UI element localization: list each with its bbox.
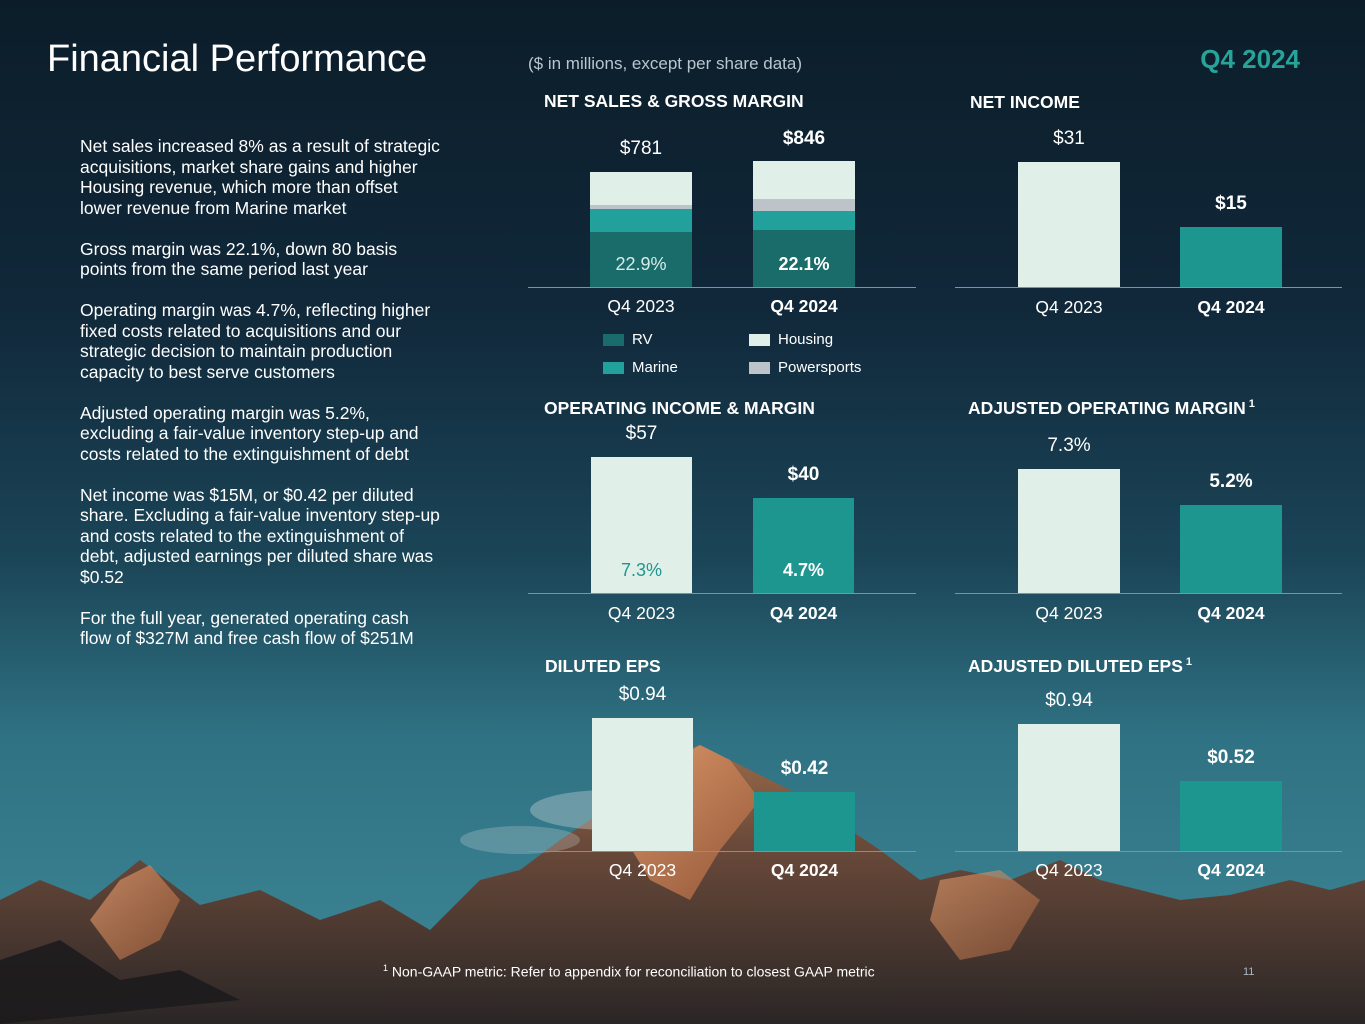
units-note: ($ in millions, except per share data) xyxy=(528,54,803,73)
footnote: 1 Non-GAAP metric: Refer to appendix for… xyxy=(383,963,875,980)
footnote-text: Non-GAAP metric: Refer to appendix for r… xyxy=(391,963,875,980)
commentary-item: Operating margin was 4.7%, reflecting hi… xyxy=(80,300,431,382)
legend-swatch-powersports xyxy=(749,361,770,374)
page-title: Financial Performance xyxy=(47,38,428,80)
legend-item-rv: RV xyxy=(603,331,653,348)
net-sales-legend: RV Housing Marine Powersports xyxy=(603,331,883,377)
commentary-item: Gross margin was 22.1%, down 80 basis po… xyxy=(80,238,398,280)
legend-label: Powersports xyxy=(778,359,862,376)
page-number: 11 xyxy=(1243,966,1255,978)
commentary-item: Net sales increased 8% as a result of st… xyxy=(80,136,440,218)
legend-label: RV xyxy=(632,331,653,348)
legend-item-marine: Marine xyxy=(603,359,678,376)
legend-swatch-housing xyxy=(749,333,770,346)
legend-label: Marine xyxy=(632,359,678,376)
legend-swatch-rv xyxy=(603,333,624,346)
legend-swatch-marine xyxy=(603,361,624,374)
legend-label: Housing xyxy=(778,331,834,348)
period-label: Q4 2024 xyxy=(1200,44,1300,74)
footnote-marker: 1 xyxy=(383,963,389,973)
commentary-item: For the full year, generated operating c… xyxy=(80,607,414,649)
commentary-item: Net income was $15M, or $0.42 per dilute… xyxy=(80,484,440,587)
commentary-list: Net sales increased 8% as a result of st… xyxy=(80,136,440,669)
commentary-item: Adjusted operating margin was 5.2%, excl… xyxy=(80,402,419,464)
legend-item-housing: Housing xyxy=(749,331,833,348)
legend-item-powersports: Powersports xyxy=(749,359,861,376)
